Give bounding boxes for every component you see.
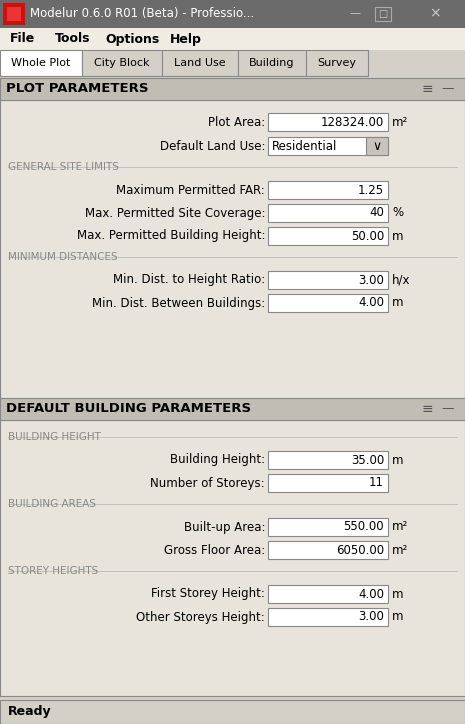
Bar [268,181,388,199]
Text: m: m [392,297,404,309]
Text: File: File [10,33,35,46]
Bar [375,7,391,21]
Bar [268,541,388,559]
Bar [238,50,306,76]
Text: ∨: ∨ [372,140,382,153]
Text: Min. Dist. to Height Ratio:: Min. Dist. to Height Ratio: [113,274,265,287]
Text: Ready: Ready [8,705,52,718]
Text: Tools: Tools [55,33,91,46]
Bar [268,271,388,289]
Text: m²: m² [392,521,408,534]
Text: City Block: City Block [94,58,150,68]
Text: BUILDING HEIGHT: BUILDING HEIGHT [8,432,101,442]
Bar [0,420,465,696]
Bar [268,227,388,245]
Bar [0,50,82,76]
Text: 3.00: 3.00 [358,274,384,287]
Text: 550.00: 550.00 [343,521,384,534]
Bar [268,608,388,626]
Text: m: m [392,587,404,600]
Text: 128324.00: 128324.00 [321,116,384,128]
Bar [3,3,25,25]
Text: Other Storeys Height:: Other Storeys Height: [136,610,265,623]
Text: 1.25: 1.25 [358,183,384,196]
Text: 4.00: 4.00 [358,587,384,600]
Text: Building Height:: Building Height: [170,453,265,466]
Bar [268,518,388,536]
Text: Modelur 0.6.0 R01 (Beta) - Professio...: Modelur 0.6.0 R01 (Beta) - Professio... [30,7,254,20]
Text: Options: Options [105,33,159,46]
Text: 4.00: 4.00 [358,297,384,309]
Bar [268,474,388,492]
Text: BUILDING AREAS: BUILDING AREAS [8,499,96,509]
Text: Survey: Survey [318,58,357,68]
Text: Maximum Permitted FAR:: Maximum Permitted FAR: [116,183,265,196]
Bar [0,700,465,724]
Text: Max. Permitted Building Height:: Max. Permitted Building Height: [77,230,265,243]
Text: 3.00: 3.00 [358,610,384,623]
Text: 35.00: 35.00 [351,453,384,466]
Text: Min. Dist. Between Buildings:: Min. Dist. Between Buildings: [92,297,265,309]
Text: First Storey Height:: First Storey Height: [151,587,265,600]
Bar [306,50,368,76]
Bar [268,113,388,131]
Text: m: m [392,230,404,243]
Text: STOREY HEIGHTS: STOREY HEIGHTS [8,566,98,576]
Text: Number of Storeys:: Number of Storeys: [150,476,265,489]
Text: m: m [392,453,404,466]
Text: Residential: Residential [272,140,338,153]
Text: 6050.00: 6050.00 [336,544,384,557]
Text: ≡: ≡ [421,82,433,96]
Bar [0,398,465,420]
Text: m: m [392,610,404,623]
Text: ×: × [429,6,441,20]
Text: MINIMUM DISTANCES: MINIMUM DISTANCES [8,252,118,262]
Text: Plot Area:: Plot Area: [208,116,265,128]
Text: PLOT PARAMETERS: PLOT PARAMETERS [6,83,148,96]
Text: Land Use: Land Use [174,58,226,68]
Bar [366,137,388,155]
Text: □: □ [379,9,388,19]
Text: ≡: ≡ [421,402,433,416]
Bar [268,585,388,603]
Bar [268,137,388,155]
Bar [0,28,465,50]
Text: Default Land Use:: Default Land Use: [159,140,265,153]
Bar [268,451,388,469]
Text: Gross Floor Area:: Gross Floor Area: [164,544,265,557]
Bar [7,7,21,21]
Bar [0,100,465,398]
Bar [0,78,465,100]
Text: DEFAULT BUILDING PARAMETERS: DEFAULT BUILDING PARAMETERS [6,403,251,416]
Text: —: — [442,403,454,416]
Bar [82,50,162,76]
Bar [0,0,465,28]
Text: Built-up Area:: Built-up Area: [184,521,265,534]
Text: GENERAL SITE LIMITS: GENERAL SITE LIMITS [8,162,119,172]
Text: Whole Plot: Whole Plot [11,58,71,68]
Bar [268,204,388,222]
Text: —: — [442,83,454,96]
Bar [162,50,238,76]
Bar [0,50,465,78]
Text: Help: Help [170,33,202,46]
Text: Building: Building [249,58,295,68]
Text: h/x: h/x [392,274,411,287]
Text: —: — [349,8,360,18]
Text: 11: 11 [369,476,384,489]
Text: %: % [392,206,403,219]
Text: m²: m² [392,116,408,128]
Text: m²: m² [392,544,408,557]
Text: 40: 40 [369,206,384,219]
Bar [268,294,388,312]
Text: Max. Permitted Site Coverage:: Max. Permitted Site Coverage: [85,206,265,219]
Text: 50.00: 50.00 [351,230,384,243]
